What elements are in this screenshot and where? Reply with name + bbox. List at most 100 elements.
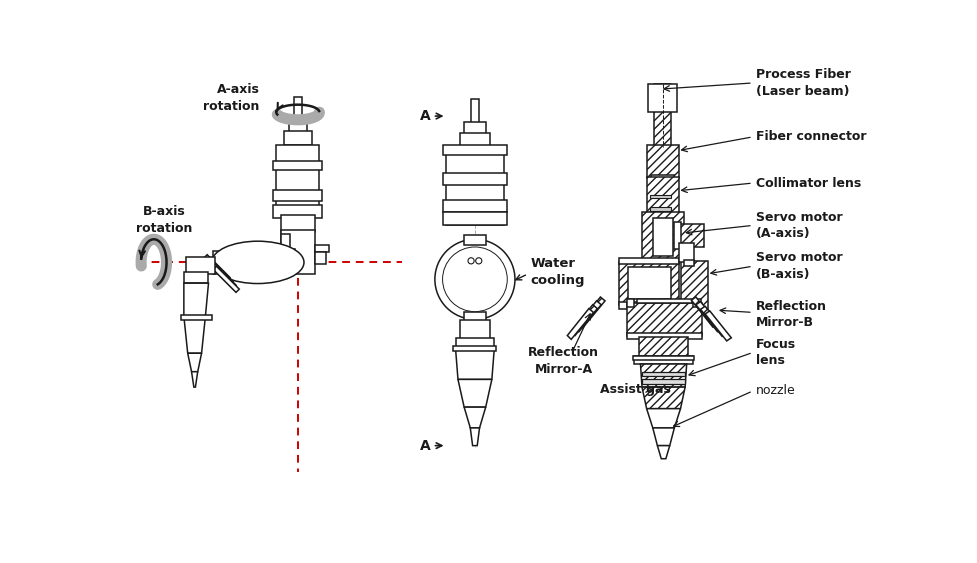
Text: Process Fiber
(Laser beam): Process Fiber (Laser beam)	[756, 68, 851, 98]
Bar	[634, 356, 693, 364]
Bar	[679, 243, 695, 262]
Bar	[628, 267, 671, 300]
Polygon shape	[647, 409, 681, 428]
Bar	[471, 99, 479, 124]
Circle shape	[435, 239, 515, 319]
Text: A: A	[420, 439, 431, 453]
Polygon shape	[696, 302, 722, 332]
Bar	[459, 320, 490, 339]
Polygon shape	[184, 283, 208, 316]
Polygon shape	[184, 316, 205, 353]
Text: nozzle: nozzle	[756, 385, 795, 397]
Bar	[443, 212, 507, 225]
Polygon shape	[210, 262, 236, 288]
Text: Servo motor
(A-axis): Servo motor (A-axis)	[756, 211, 842, 240]
Bar	[618, 302, 679, 309]
Bar	[642, 372, 685, 376]
Polygon shape	[658, 446, 669, 459]
Bar	[288, 122, 307, 133]
Bar	[280, 248, 295, 260]
Polygon shape	[578, 297, 605, 328]
Bar	[651, 212, 671, 218]
Bar	[626, 303, 702, 336]
Polygon shape	[705, 311, 732, 341]
Bar	[645, 260, 681, 266]
Text: Reflection
Mirror-A: Reflection Mirror-A	[528, 346, 599, 376]
Bar	[274, 190, 322, 201]
Bar	[446, 149, 504, 225]
Bar	[647, 177, 679, 214]
Polygon shape	[470, 428, 480, 446]
Polygon shape	[651, 207, 671, 211]
Bar	[653, 218, 673, 256]
Bar	[464, 235, 486, 245]
Bar	[674, 222, 681, 249]
Bar	[679, 224, 703, 247]
Polygon shape	[213, 266, 239, 292]
Polygon shape	[575, 301, 601, 332]
Text: Fiber connector: Fiber connector	[756, 131, 867, 144]
Polygon shape	[692, 297, 717, 327]
Text: A-axis
rotation: A-axis rotation	[203, 83, 259, 113]
Text: Assist gas: Assist gas	[601, 383, 671, 396]
Bar	[213, 251, 280, 274]
Text: Focus
lens: Focus lens	[756, 338, 796, 367]
Bar	[184, 271, 208, 283]
Polygon shape	[464, 407, 486, 428]
Bar	[284, 132, 312, 145]
Polygon shape	[191, 372, 197, 387]
Bar	[280, 215, 315, 231]
Bar	[181, 315, 212, 320]
Bar	[642, 212, 684, 262]
Bar	[455, 338, 494, 350]
Polygon shape	[207, 258, 234, 285]
Polygon shape	[455, 350, 494, 379]
Bar	[637, 300, 692, 303]
Bar	[655, 84, 671, 147]
Bar	[633, 356, 695, 360]
Circle shape	[468, 258, 474, 264]
Bar	[187, 257, 215, 274]
Polygon shape	[651, 195, 671, 199]
Circle shape	[476, 258, 482, 264]
Bar	[315, 245, 328, 252]
Bar	[679, 261, 708, 309]
Bar	[466, 254, 485, 268]
Text: Reflection
Mirror-B: Reflection Mirror-B	[756, 300, 827, 329]
Bar	[294, 97, 302, 124]
Bar	[648, 84, 677, 112]
Bar	[276, 145, 319, 216]
Bar	[280, 234, 290, 251]
Bar	[459, 133, 490, 149]
Bar	[618, 262, 679, 305]
Bar	[464, 312, 486, 321]
Polygon shape	[641, 364, 687, 387]
Bar	[280, 230, 315, 274]
Bar	[639, 337, 688, 359]
Polygon shape	[642, 387, 685, 409]
Polygon shape	[572, 305, 597, 336]
Polygon shape	[568, 309, 593, 339]
Text: Water
cooling: Water cooling	[531, 257, 585, 287]
Text: A: A	[420, 109, 431, 123]
Bar	[626, 300, 634, 307]
Bar	[443, 173, 507, 185]
Polygon shape	[188, 353, 201, 372]
Bar	[684, 260, 695, 266]
Bar	[626, 333, 702, 339]
Ellipse shape	[212, 241, 304, 284]
Bar	[464, 122, 486, 135]
Polygon shape	[204, 254, 230, 281]
Bar	[674, 258, 681, 311]
Text: Servo motor
(B-axis): Servo motor (B-axis)	[756, 252, 842, 281]
Text: Collimator lens: Collimator lens	[756, 177, 861, 190]
Text: B-axis
rotation: B-axis rotation	[137, 205, 192, 235]
Bar	[642, 379, 685, 384]
Bar	[453, 346, 496, 351]
Polygon shape	[653, 428, 674, 446]
Bar	[274, 160, 322, 170]
Polygon shape	[701, 306, 727, 336]
Bar	[647, 145, 679, 178]
Circle shape	[443, 247, 507, 312]
Bar	[443, 145, 507, 155]
